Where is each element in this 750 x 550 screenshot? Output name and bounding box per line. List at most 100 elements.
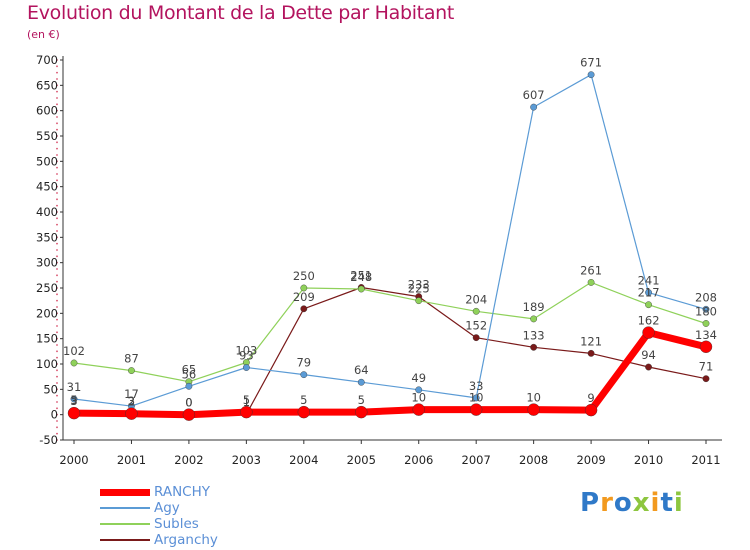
- legend-item: Agy: [100, 500, 320, 516]
- y-minor-dot: [56, 350, 58, 353]
- data-label-agy: 208: [695, 290, 717, 304]
- y-minor-dot: [56, 369, 58, 372]
- x-tick-label: 2008: [519, 453, 548, 467]
- data-label-arganchy: 133: [523, 328, 545, 342]
- logo-letter: t: [660, 488, 674, 518]
- data-point-agy: [70, 395, 78, 403]
- data-label-arganchy: 3: [128, 394, 135, 408]
- y-minor-dot: [56, 103, 58, 106]
- data-label-ranchy: 3: [70, 394, 77, 408]
- y-tick-label: 450: [36, 180, 58, 194]
- data-point-subles: [702, 320, 710, 327]
- y-minor-dot: [56, 109, 58, 112]
- y-tick-label: 200: [36, 306, 58, 320]
- x-tick-label: 2003: [232, 453, 261, 467]
- y-minor-dot: [56, 211, 58, 213]
- legend-swatch: [100, 523, 150, 525]
- data-label-ranchy: 9: [587, 391, 594, 405]
- y-minor-dot: [56, 306, 58, 308]
- y-minor-dot: [56, 420, 58, 422]
- y-minor-dot: [56, 274, 58, 277]
- y-minor-dot: [56, 192, 58, 194]
- data-point-subles: [530, 315, 538, 323]
- y-minor-dot: [56, 204, 58, 207]
- data-point-agy: [300, 371, 308, 379]
- legend-swatch: [100, 489, 150, 496]
- y-minor-dot: [56, 407, 58, 410]
- legend-label: Subles: [154, 516, 199, 532]
- y-tick-label: 300: [36, 256, 58, 270]
- data-label-ranchy: 0: [185, 396, 192, 410]
- data-label-agy: 33: [469, 379, 484, 393]
- data-label-subles: 189: [523, 300, 545, 314]
- y-minor-dot: [56, 128, 58, 131]
- y-tick-label: -50: [39, 433, 58, 447]
- data-point-subles: [357, 285, 365, 293]
- data-point-ranchy: [699, 340, 713, 353]
- data-label-agy: 93: [239, 349, 254, 363]
- y-minor-dot: [56, 401, 58, 403]
- data-label-ranchy: 5: [243, 393, 250, 407]
- data-point-ranchy: [412, 403, 425, 416]
- y-tick-label: 100: [36, 357, 58, 371]
- y-tick-label: 50: [43, 382, 58, 396]
- data-point-ranchy: [240, 405, 253, 419]
- data-point-agy: [242, 364, 250, 371]
- data-label-subles: 103: [235, 343, 257, 357]
- data-point-ranchy: [469, 403, 483, 416]
- data-label-arganchy: 121: [580, 334, 602, 348]
- grid-layer: [56, 59, 58, 441]
- y-tick-label: 700: [36, 53, 58, 67]
- y-minor-dot: [56, 173, 58, 175]
- y-minor-dot: [56, 179, 58, 182]
- data-label-ranchy: 10: [469, 391, 484, 405]
- y-minor-dot: [56, 154, 58, 156]
- data-label-subles: 250: [293, 269, 315, 283]
- y-minor-dot: [56, 413, 58, 416]
- legend-item: Subles: [100, 516, 320, 532]
- data-point-agy: [702, 305, 710, 313]
- y-minor-dot: [56, 363, 58, 365]
- data-label-arganchy: 152: [465, 319, 487, 333]
- data-label-arganchy: 5: [70, 393, 77, 407]
- data-label-subles: 102: [63, 344, 85, 358]
- y-minor-dot: [56, 312, 58, 315]
- data-point-ranchy: [355, 405, 368, 419]
- logo-letter: r: [600, 488, 614, 518]
- data-point-ranchy: [527, 403, 540, 416]
- series-line-subles: [73, 281, 707, 383]
- y-minor-dot: [56, 166, 58, 169]
- y-tick-label: 650: [36, 78, 58, 92]
- x-tick-label: 2002: [174, 453, 203, 467]
- y-minor-dot: [56, 293, 58, 296]
- data-point-agy: [645, 289, 652, 296]
- data-label-agy: 79: [296, 356, 311, 370]
- y-minor-dot: [56, 394, 58, 397]
- y-minor-dot: [56, 236, 58, 239]
- x-tick-label: 2000: [59, 453, 88, 467]
- data-point-ranchy: [642, 326, 655, 339]
- data-label-subles: 204: [465, 292, 487, 306]
- y-minor-dot: [56, 223, 58, 226]
- y-minor-dot: [56, 116, 58, 118]
- y-minor-dot: [56, 147, 58, 150]
- data-point-agy: [415, 386, 423, 394]
- x-tick-label: 2011: [691, 453, 720, 467]
- data-label-subles: 180: [695, 304, 717, 318]
- data-point-arganchy: [300, 305, 308, 313]
- y-tick-label: 500: [36, 154, 58, 168]
- data-point-agy: [587, 71, 595, 79]
- x-tick-label: 2009: [576, 453, 605, 467]
- data-label-arganchy: 209: [293, 290, 315, 304]
- y-minor-dot: [56, 375, 58, 378]
- series-line-ranchy: [70, 329, 710, 419]
- y-minor-dot: [56, 388, 58, 391]
- data-label-agy: 671: [580, 56, 602, 70]
- y-minor-dot: [56, 344, 58, 346]
- data-label-ranchy: 10: [526, 391, 541, 405]
- y-minor-dot: [56, 160, 58, 163]
- data-point-agy: [185, 382, 193, 390]
- data-point-subles: [587, 279, 595, 286]
- y-minor-dot: [56, 255, 58, 258]
